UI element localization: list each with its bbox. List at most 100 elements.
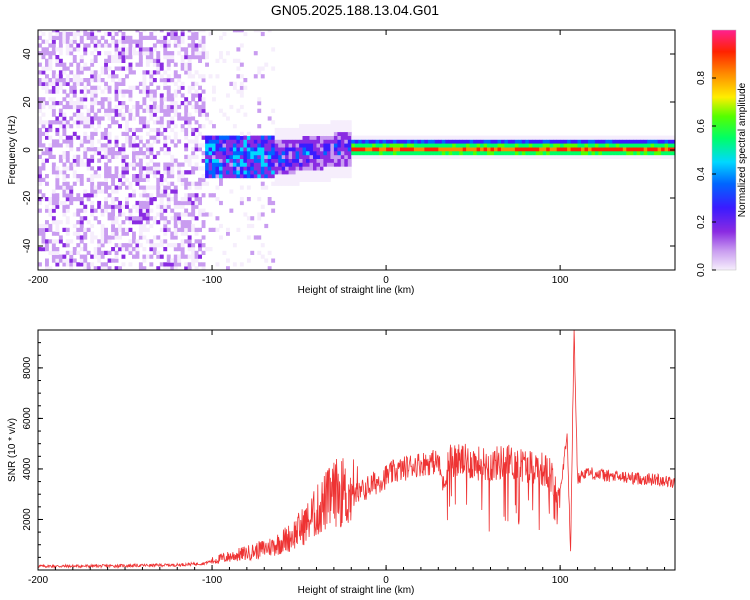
spectrogram-cell	[90, 147, 95, 152]
spectrogram-cell	[170, 97, 175, 102]
spectrogram-cell	[62, 181, 67, 186]
spectrogram-cell	[79, 139, 84, 144]
spectrogram-cell	[86, 43, 91, 48]
spectrogram-cell	[114, 139, 119, 144]
spectrogram-cell	[239, 158, 244, 163]
spectrogram-cell	[340, 124, 345, 129]
spectrogram-cell	[104, 108, 108, 113]
spectrogram-cell	[194, 89, 199, 94]
spectrogram-cell	[379, 147, 383, 152]
spectrogram-cell	[288, 135, 293, 140]
spectrogram-cell	[170, 127, 175, 133]
spectrogram-cell	[226, 158, 230, 163]
spectrogram-cell	[285, 177, 289, 182]
spectrogram-cell	[267, 158, 272, 163]
spectrogram-cell	[135, 43, 140, 48]
spectrogram-cell	[201, 266, 206, 270]
spectrogram-cell	[626, 147, 631, 152]
spectrogram-cell	[260, 135, 265, 140]
spectrogram-cell	[330, 127, 335, 133]
spectrogram-cell	[97, 108, 102, 113]
spectrogram-cell	[180, 174, 185, 179]
spectrogram-cell	[501, 151, 505, 156]
spectrogram-cell	[72, 262, 77, 267]
spectrogram-cell	[76, 135, 81, 140]
spectrogram-cell	[177, 170, 182, 175]
spectrogram-cell	[264, 223, 269, 229]
spectrogram-cell	[173, 158, 178, 163]
spectrogram-cell	[229, 170, 234, 175]
spectrogram-cell	[41, 197, 46, 202]
spectrogram-cell	[69, 258, 74, 263]
spectrogram-cell	[132, 104, 136, 110]
spectrogram-cell	[309, 177, 314, 182]
spectrogram-cell	[288, 143, 293, 148]
spectrogram-cell	[184, 112, 189, 117]
spectrogram-cell	[191, 127, 196, 133]
y-tick-label: 6000	[22, 407, 33, 430]
spectrogram-cell	[58, 112, 63, 117]
spectrogram-cell	[114, 51, 119, 56]
spectrogram-cell	[166, 197, 171, 202]
spectrogram-cell	[507, 154, 512, 159]
spectrogram-cell	[253, 143, 258, 148]
spectrogram-cell	[382, 143, 387, 148]
spectrogram-cell	[257, 250, 262, 255]
spectrogram-cell	[413, 147, 418, 152]
spectrogram-cell	[379, 151, 383, 156]
spectrogram-cell	[191, 208, 196, 213]
spectrogram-cell	[400, 143, 404, 148]
spectrogram-cell	[142, 30, 147, 33]
spectrogram-cell	[62, 66, 67, 71]
spectrogram-cell	[271, 181, 276, 186]
spectrogram-cell	[45, 243, 49, 248]
spectrogram-cell	[121, 66, 126, 71]
spectrogram-cell	[135, 181, 140, 186]
spectrogram-cell	[104, 112, 108, 117]
spectrogram-cell	[104, 235, 108, 240]
spectrogram-cell	[389, 154, 394, 159]
spectrogram-cell	[187, 197, 192, 202]
spectrogram-cell	[236, 147, 241, 152]
spectrogram-cell	[138, 204, 143, 209]
spectrogram-cell	[469, 147, 474, 152]
spectrogram-cell	[219, 181, 223, 186]
spectrogram-cell	[191, 104, 196, 110]
spectrogram-cell	[445, 139, 450, 144]
spectrogram-cell	[271, 258, 276, 263]
spectrogram-cell	[180, 223, 185, 229]
spectrogram-cell	[62, 62, 67, 67]
spectrogram-cell	[194, 35, 199, 40]
spectrogram-cell	[326, 139, 331, 144]
spectrogram-cell	[79, 78, 84, 83]
spectrogram-cell	[246, 197, 251, 202]
spectrogram-cell	[83, 258, 88, 263]
spectrogram-cell	[45, 266, 49, 270]
spectrogram-cell	[424, 135, 429, 140]
spectrogram-cell	[194, 93, 199, 98]
spectrogram-cell	[152, 47, 157, 52]
spectrogram-cell	[219, 154, 223, 159]
spectrogram-cell	[93, 58, 98, 63]
spectrogram-cell	[142, 35, 147, 40]
spectrogram-cell	[326, 166, 331, 171]
spectrogram-cell	[97, 30, 102, 33]
spectrogram-cell	[253, 158, 258, 163]
spectrogram-cell	[271, 139, 276, 144]
spectrogram-cell	[138, 55, 143, 60]
spectrogram-cell	[229, 162, 234, 167]
spectrogram-cell	[48, 55, 53, 60]
spectrogram-cell	[166, 147, 171, 152]
spectrogram-cell	[198, 208, 202, 213]
spectrogram-cell	[535, 154, 540, 159]
spectrogram-cell	[226, 258, 230, 263]
spectrogram-cell	[41, 112, 46, 117]
spectrogram-cell	[292, 135, 296, 140]
spectrogram-cell	[145, 55, 150, 60]
spectrogram-cell	[69, 43, 74, 48]
spectrogram-cell	[100, 101, 105, 106]
spectrogram-cell	[222, 250, 227, 255]
spectrogram-cell	[177, 74, 182, 79]
spectrogram-cell	[264, 143, 269, 148]
spectrogram-cell	[403, 135, 408, 140]
